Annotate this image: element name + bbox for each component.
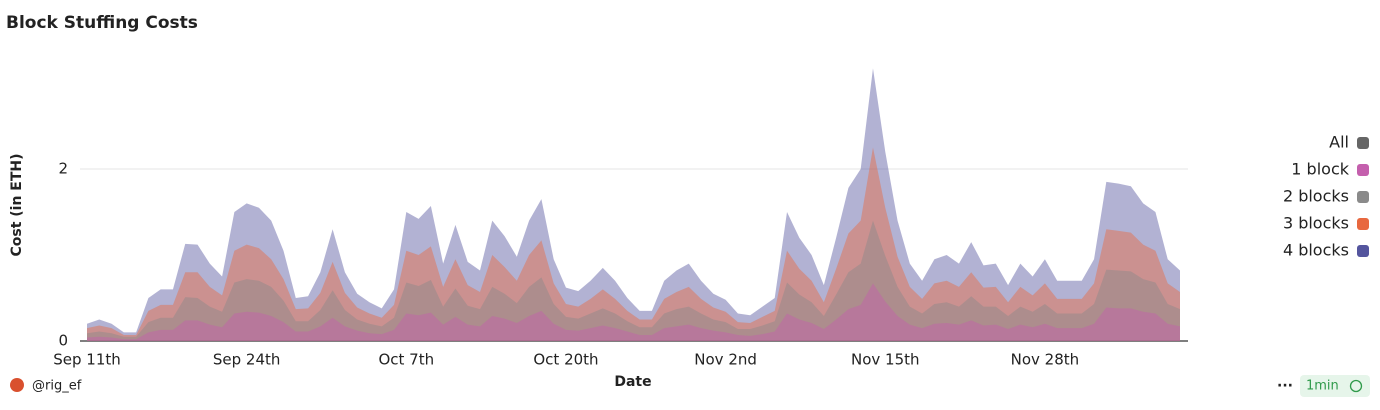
y-tick-label: 2: [58, 160, 68, 178]
y-axis-label: Cost (in ETH): [9, 153, 25, 256]
x-tick-label: Sep 11th: [53, 351, 121, 369]
refresh-icon: [1349, 379, 1363, 393]
avatar: [10, 378, 24, 392]
x-tick-label: Sep 24th: [213, 351, 281, 369]
x-tick-label: Nov 15th: [851, 351, 920, 369]
refresh-badge: [1300, 375, 1370, 397]
legend-swatch: [1357, 191, 1369, 203]
footer-author[interactable]: @rig_ef: [10, 378, 82, 394]
y-tick-label: 0: [58, 332, 68, 350]
legend-label[interactable]: 3 blocks: [1283, 214, 1349, 233]
legend-swatch: [1357, 218, 1369, 230]
author-name[interactable]: @rig_ef: [32, 379, 82, 394]
legend-label[interactable]: 2 blocks: [1283, 187, 1349, 206]
legend-item[interactable]: 3 blocks: [1283, 214, 1369, 233]
legend-swatch: [1357, 137, 1369, 149]
legend-item[interactable]: 2 blocks: [1283, 187, 1369, 206]
legend-item[interactable]: All: [1329, 133, 1369, 152]
area-series: [87, 220, 1180, 341]
legend-swatch: [1357, 164, 1369, 176]
legend-label[interactable]: All: [1329, 133, 1349, 152]
legend-label[interactable]: 1 block: [1291, 160, 1349, 179]
legend-swatch: [1357, 245, 1369, 257]
legend-item[interactable]: 1 block: [1291, 160, 1369, 179]
menu-button[interactable]: ···: [1277, 378, 1293, 394]
x-tick-label: Nov 28th: [1011, 351, 1080, 369]
area-series: [87, 147, 1180, 341]
x-tick-label: Nov 2nd: [694, 351, 757, 369]
area-series: [87, 68, 1180, 341]
legend-label[interactable]: 4 blocks: [1283, 241, 1349, 260]
x-tick-label: Oct 20th: [533, 351, 598, 369]
refresh-label: 1min: [1306, 379, 1339, 394]
legend-item[interactable]: 4 blocks: [1283, 241, 1369, 260]
x-axis-label: Date: [614, 374, 651, 390]
area-series: [87, 283, 1180, 341]
x-tick-label: Oct 7th: [378, 351, 434, 369]
chart-title: Block Stuffing Costs: [6, 13, 198, 33]
